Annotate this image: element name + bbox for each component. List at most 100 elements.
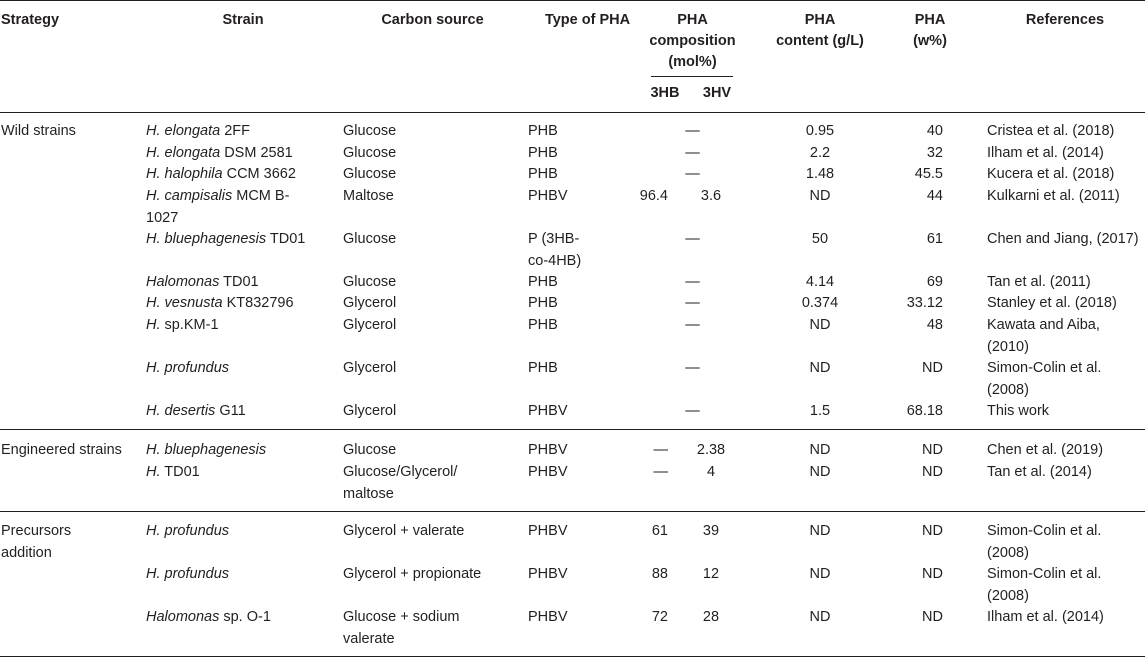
pha-content: ND — [809, 317, 831, 333]
pha-content: 2.2 — [809, 145, 831, 161]
composition-3hv: 2.38 — [696, 442, 726, 458]
composition-3hv: 39 — [702, 523, 720, 539]
pha-content: 0.374 — [801, 295, 839, 311]
pha-type: PHB — [528, 166, 558, 182]
pha-content: ND — [809, 523, 831, 539]
strain-name: H. bluephagenesis TD01 — [146, 231, 306, 247]
composition-merged: — — [685, 166, 700, 182]
pha-type: PHBV — [528, 523, 568, 539]
strain-name-cont: 1027 — [146, 209, 179, 226]
header-composition-3: (mol%) — [668, 54, 717, 70]
pha-content: ND — [809, 188, 831, 204]
composition-merged: — — [685, 123, 700, 139]
header-references: References — [1025, 12, 1105, 28]
composition-3hv: 28 — [702, 609, 720, 625]
composition-merged: — — [685, 231, 700, 247]
strain-name: H. profundus — [146, 566, 230, 582]
pha-content: 1.48 — [805, 166, 835, 182]
strain-name: H. sp.KM-1 — [146, 317, 219, 333]
header-pha-content-1: PHA — [804, 12, 836, 28]
strain-name: Halomonas TD01 — [146, 274, 259, 290]
pha-content: ND — [809, 609, 831, 625]
composition-3hv: 3.6 — [700, 188, 722, 204]
strain-name: H. profundus — [146, 523, 230, 539]
pha-type: PHB — [528, 274, 558, 290]
header-strain: Strain — [222, 12, 264, 28]
strain-name: H. profundus — [146, 360, 230, 376]
reference: Simon-Colin et al. — [987, 566, 1102, 582]
header-carbon-source: Carbon source — [381, 12, 484, 28]
pha-type: PHBV — [528, 403, 568, 419]
reference: (2008) — [987, 544, 1029, 561]
carbon-source: Glucose — [343, 442, 397, 458]
pha-type: PHB — [528, 317, 558, 333]
carbon-source: Glucose + sodium — [343, 609, 460, 625]
carbon-source: Glycerol + propionate — [343, 566, 482, 582]
pha-content: 1.5 — [809, 403, 831, 419]
pha-w-percent: ND — [922, 360, 943, 376]
pha-w-percent: ND — [922, 442, 943, 458]
carbon-source: Maltose — [343, 188, 394, 204]
strain-name: H. TD01 — [146, 464, 200, 480]
pha-w-percent: 32 — [926, 145, 943, 161]
strain-name: H. bluephagenesis — [146, 442, 267, 458]
carbon-source: Glycerol — [343, 317, 397, 333]
composition-3hb: 72 — [651, 609, 668, 625]
pha-type: PHB — [528, 123, 558, 139]
header-pha-w-2: (w%) — [913, 33, 947, 49]
carbon-source: Glycerol + valerate — [343, 523, 465, 539]
pha-type: PHB — [528, 295, 558, 311]
reference: Ilham et al. (2014) — [987, 145, 1104, 161]
strategy-label: Precursors — [1, 523, 72, 539]
carbon-source: Glucose — [343, 145, 397, 161]
reference: Tan et al. (2011) — [987, 274, 1091, 290]
header-rule — [0, 112, 1145, 113]
composition-merged: — — [685, 295, 700, 311]
header-3hb: 3HB — [650, 85, 680, 101]
carbon-source: Glucose/Glycerol/ — [343, 464, 458, 480]
pha-type: PHB — [528, 360, 558, 376]
strain-name: H. elongata 2FF — [146, 123, 250, 139]
carbon-source: Glucose — [343, 123, 397, 139]
reference: Simon-Colin et al. — [987, 360, 1102, 376]
pha-w-percent: 61 — [926, 231, 943, 247]
pha-w-percent: 33.12 — [906, 295, 943, 311]
strategy-label: Wild strains — [1, 123, 76, 139]
pha-w-percent: 48 — [926, 317, 943, 333]
pha-w-percent: ND — [922, 523, 943, 539]
strain-name: Halomonas sp. O-1 — [146, 609, 271, 625]
pha-w-percent: 69 — [926, 274, 943, 290]
carbon-source: Glucose — [343, 231, 397, 247]
pha-w-percent: ND — [922, 566, 943, 582]
strategy-label: Engineered strains — [1, 442, 122, 458]
composition-3hb: — — [653, 442, 669, 458]
header-pha-w-1: PHA — [914, 12, 946, 28]
composition-merged: — — [685, 317, 700, 333]
pha-w-percent: ND — [922, 609, 943, 625]
reference: (2008) — [987, 381, 1029, 398]
composition-merged: — — [685, 403, 700, 419]
reference: Ilham et al. (2014) — [987, 609, 1104, 625]
carbon-source: Glucose — [343, 166, 397, 182]
header-strategy: Strategy — [1, 12, 60, 28]
reference: Kulkarni et al. (2011) — [987, 188, 1120, 204]
composition-3hb: — — [653, 464, 669, 480]
bottom-rule — [0, 656, 1145, 657]
reference: Simon-Colin et al. — [987, 523, 1102, 539]
composition-merged: — — [685, 274, 700, 290]
pha-w-percent: 45.5 — [914, 166, 943, 182]
group-rule-2 — [0, 511, 1145, 512]
composition-merged: — — [685, 145, 700, 161]
pha-type: PHBV — [528, 442, 568, 458]
composition-3hb: 96.4 — [639, 188, 668, 204]
carbon-source: Glycerol — [343, 295, 397, 311]
pha-content: ND — [809, 566, 831, 582]
pha-content: 0.95 — [805, 123, 835, 139]
composition-3hv: 4 — [706, 464, 716, 480]
composition-3hb: 61 — [651, 523, 668, 539]
reference: Chen et al. (2019) — [987, 442, 1104, 458]
carbon-source: Glycerol — [343, 360, 397, 376]
reference: This work — [987, 403, 1050, 419]
pha-type: P (3HB- — [528, 231, 580, 247]
reference: Kucera et al. (2018) — [987, 166, 1115, 182]
